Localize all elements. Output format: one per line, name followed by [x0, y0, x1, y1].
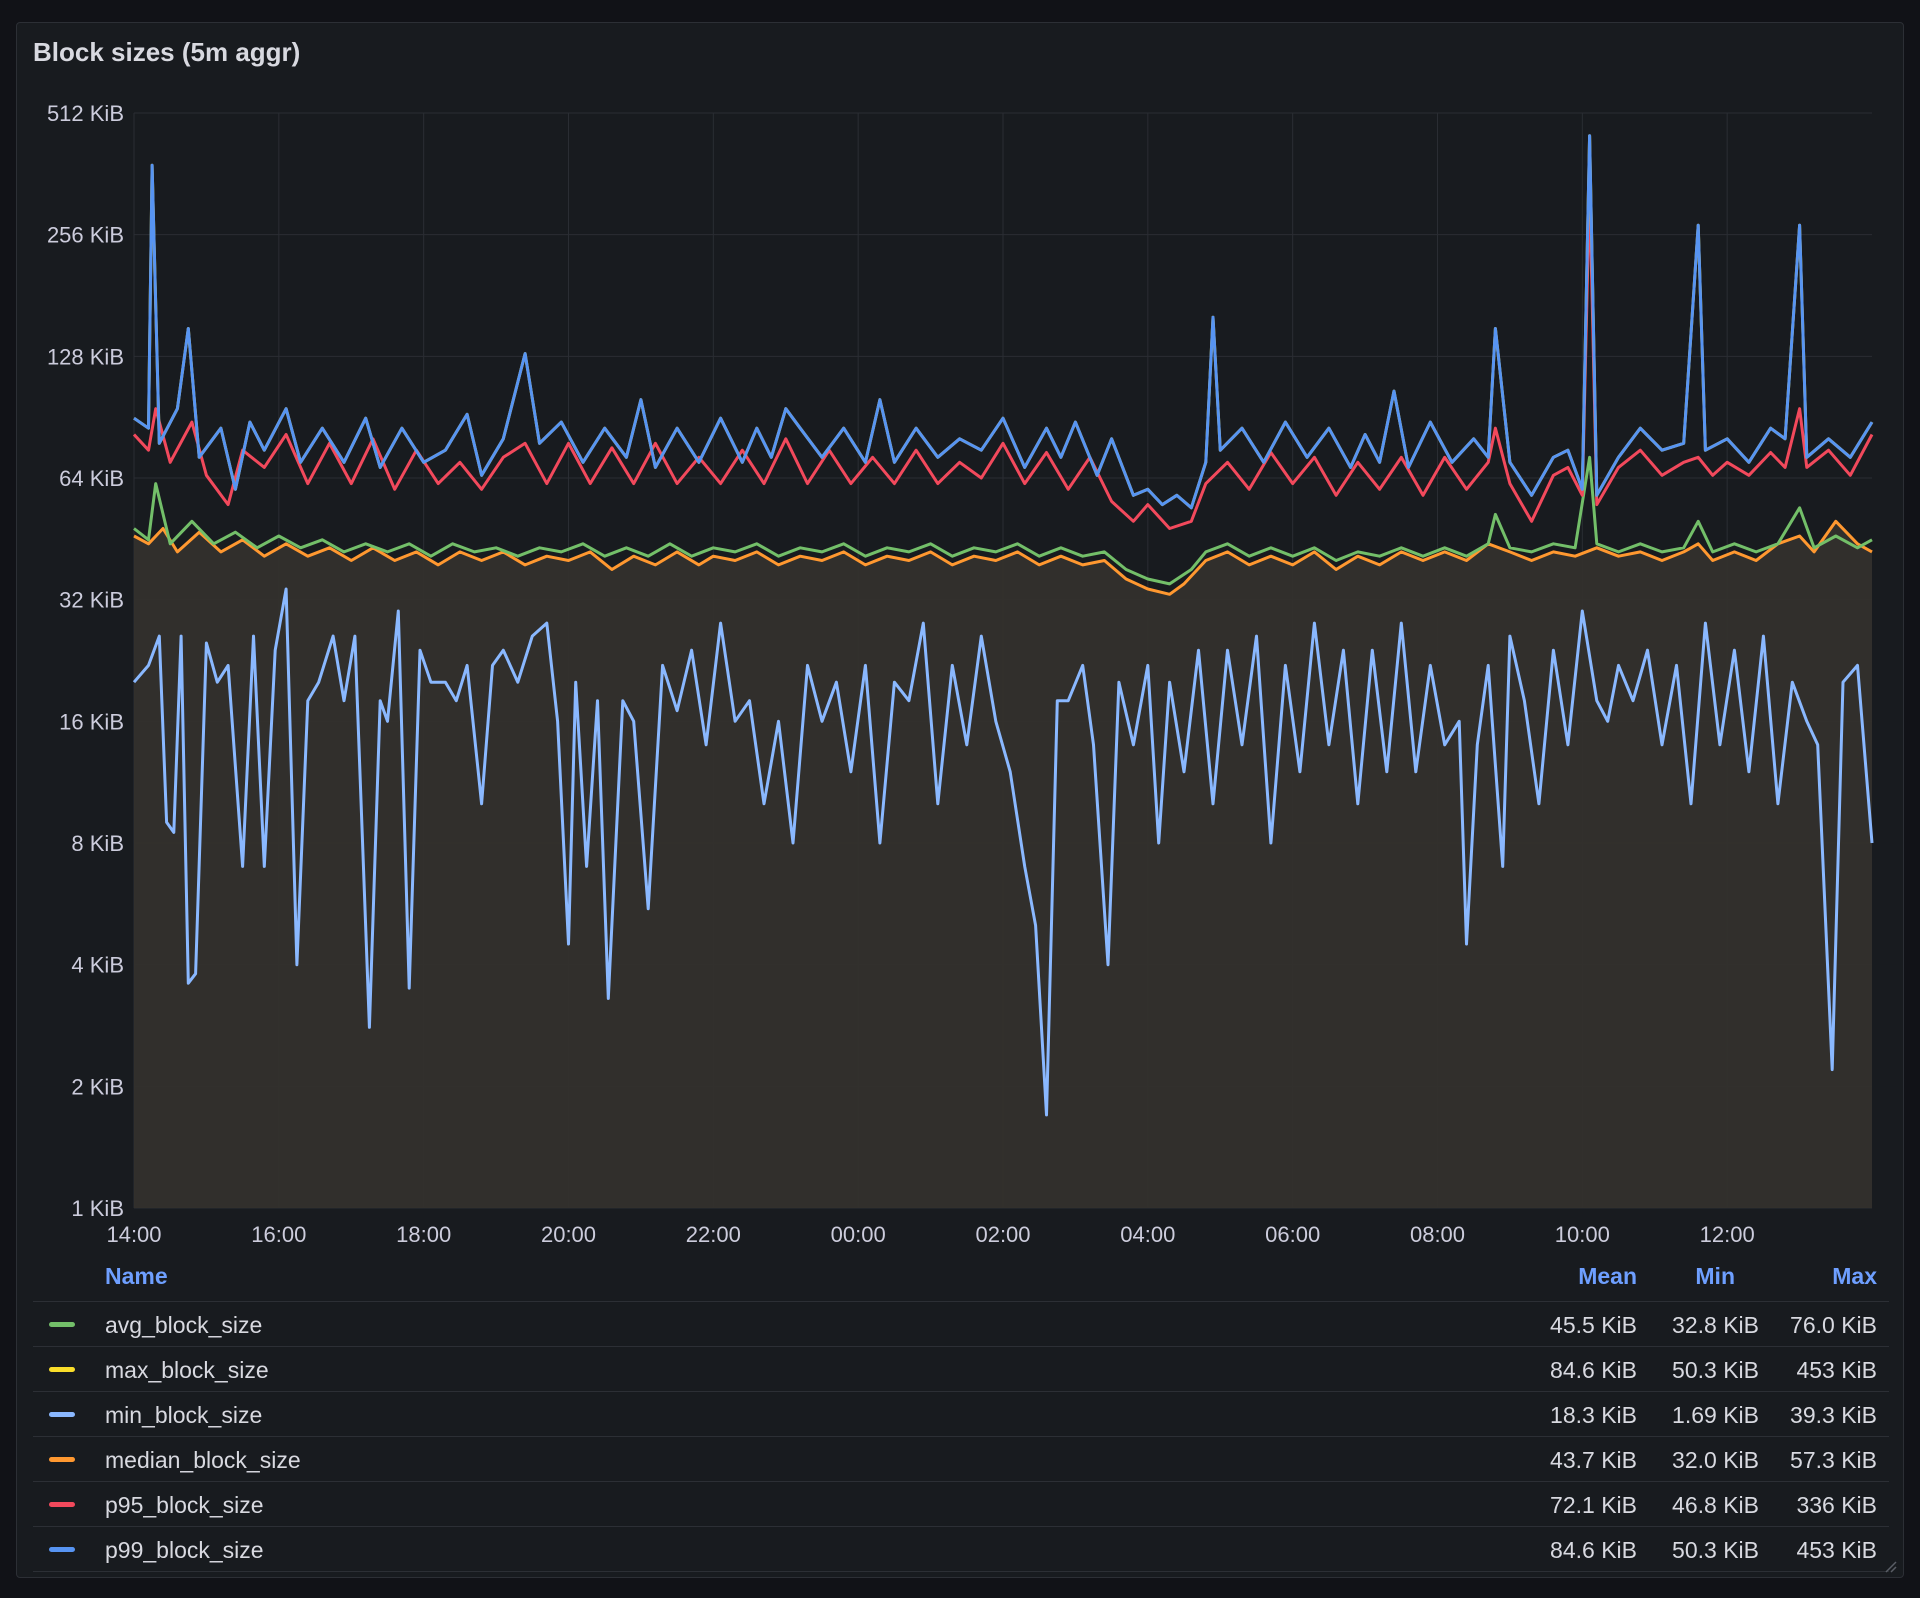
legend-swatch — [49, 1457, 75, 1462]
legend-row-min_block_size[interactable]: min_block_size 18.3 KiB 1.69 KiB 39.3 KiB — [33, 1392, 1889, 1437]
legend-series-name[interactable]: avg_block_size — [105, 1312, 263, 1338]
legend-mean-value: 18.3 KiB — [1550, 1402, 1637, 1428]
legend-min-value: 46.8 KiB — [1672, 1492, 1759, 1518]
legend-min-value: 50.3 KiB — [1672, 1537, 1759, 1563]
x-tick-label: 14:00 — [106, 1222, 161, 1247]
legend-min-value: 32.0 KiB — [1672, 1447, 1759, 1473]
y-tick-label: 128 KiB — [47, 344, 124, 369]
chart-panel: Block sizes (5m aggr) 1 KiB 2 KiB 4 KiB 8 K… — [16, 22, 1904, 1578]
legend-swatch — [49, 1322, 75, 1327]
x-tick-label: 04:00 — [1120, 1222, 1175, 1247]
legend-mean-value: 84.6 KiB — [1550, 1357, 1637, 1383]
legend-swatch — [49, 1367, 75, 1372]
panel-title[interactable]: Block sizes (5m aggr) — [33, 37, 301, 67]
y-tick-label: 4 KiB — [71, 953, 124, 978]
legend-series-name[interactable]: p95_block_size — [105, 1492, 264, 1518]
legend-row-max_block_size[interactable]: max_block_size 84.6 KiB 50.3 KiB 453 KiB — [33, 1347, 1889, 1392]
legend-series-name[interactable]: median_block_size — [105, 1447, 301, 1473]
legend-min-value: 1.69 KiB — [1672, 1402, 1759, 1428]
y-tick-label: 1 KiB — [71, 1196, 124, 1221]
y-tick-label: 32 KiB — [59, 588, 124, 613]
x-tick-label: 00:00 — [831, 1222, 886, 1247]
y-tick-label: 8 KiB — [71, 831, 124, 856]
legend-series-name[interactable]: p99_block_size — [105, 1537, 264, 1563]
legend-row-p99_block_size[interactable]: p99_block_size 84.6 KiB 50.3 KiB 453 KiB — [33, 1527, 1889, 1572]
resize-handle-icon[interactable] — [1881, 1557, 1897, 1573]
legend-header-max[interactable]: Max — [1832, 1263, 1877, 1289]
series-line-p95_block_size — [132, 185, 1874, 530]
legend-min-value: 50.3 KiB — [1672, 1357, 1759, 1383]
legend-mean-value: 72.1 KiB — [1550, 1492, 1637, 1518]
y-tick-label: 512 KiB — [47, 101, 124, 126]
y-tick-label: 256 KiB — [47, 223, 124, 248]
x-tick-label: 16:00 — [251, 1222, 306, 1247]
legend-header-name[interactable]: Name — [105, 1263, 168, 1289]
series-line-median_block_size — [133, 519, 1873, 596]
series-line-avg_block_size — [133, 455, 1873, 586]
legend-header-min[interactable]: Min — [1695, 1263, 1735, 1289]
series-line-p99_block_size — [133, 134, 1874, 510]
legend-row-median_block_size[interactable]: median_block_size 43.7 KiB 32.0 KiB 57.3 Ki… — [33, 1437, 1889, 1482]
legend-header: Name Mean Min Max — [33, 1255, 1889, 1302]
legend-table: Name Mean Min Max avg_block_size 45.5 KiB… — [33, 1255, 1889, 1572]
legend-row-avg_block_size[interactable]: avg_block_size 45.5 KiB 32.8 KiB 76.0 KiB — [33, 1302, 1889, 1347]
legend-max-value: 453 KiB — [1796, 1357, 1877, 1383]
legend-row-p95_block_size[interactable]: p95_block_size 72.1 KiB 46.8 KiB 336 KiB — [33, 1482, 1889, 1527]
block-size-chart: 1 KiB 2 KiB 4 KiB 8 KiB 16 KiB 32 KiB 64 KiB 12… — [47, 101, 1874, 1247]
legend-max-value: 57.3 KiB — [1790, 1447, 1877, 1473]
legend-max-value: 336 KiB — [1796, 1492, 1877, 1518]
legend-mean-value: 84.6 KiB — [1550, 1537, 1637, 1563]
legend-max-value: 39.3 KiB — [1790, 1402, 1877, 1428]
legend-header-mean[interactable]: Mean — [1578, 1263, 1637, 1289]
y-tick-label: 64 KiB — [59, 466, 124, 491]
legend-max-value: 453 KiB — [1796, 1537, 1877, 1563]
x-tick-label: 10:00 — [1555, 1222, 1610, 1247]
series-line-min_block_size — [132, 587, 1874, 1117]
x-tick-label: 12:00 — [1700, 1222, 1755, 1247]
x-tick-label: 22:00 — [686, 1222, 741, 1247]
x-tick-label: 06:00 — [1265, 1222, 1320, 1247]
x-tick-label: 20:00 — [541, 1222, 596, 1247]
y-tick-label: 2 KiB — [71, 1074, 124, 1099]
legend-swatch — [49, 1547, 75, 1552]
legend-swatch — [49, 1502, 75, 1507]
legend-min-value: 32.8 KiB — [1672, 1312, 1759, 1338]
legend-mean-value: 45.5 KiB — [1550, 1312, 1637, 1338]
legend-swatch — [49, 1412, 75, 1417]
x-tick-label: 08:00 — [1410, 1222, 1465, 1247]
legend-series-name[interactable]: min_block_size — [105, 1402, 263, 1428]
x-tick-label: 18:00 — [396, 1222, 451, 1247]
legend-series-name[interactable]: max_block_size — [105, 1357, 269, 1383]
legend-mean-value: 43.7 KiB — [1550, 1447, 1637, 1473]
legend-max-value: 76.0 KiB — [1790, 1312, 1877, 1338]
x-tick-label: 02:00 — [975, 1222, 1030, 1247]
y-tick-label: 16 KiB — [59, 709, 124, 734]
median-area-fill — [134, 521, 1872, 1208]
